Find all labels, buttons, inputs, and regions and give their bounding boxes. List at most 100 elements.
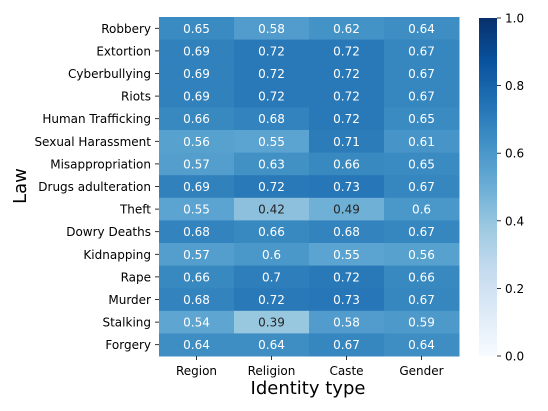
cell-value-label: 0.39 bbox=[258, 316, 285, 330]
cell-value-label: 0.72 bbox=[333, 90, 360, 104]
heatmap-cell bbox=[309, 220, 385, 244]
heatmap-cell bbox=[234, 152, 310, 176]
heatmap-cell bbox=[384, 152, 460, 176]
colorbar-tick-label: 0.2 bbox=[505, 282, 524, 296]
y-tick-label: Murder bbox=[108, 293, 151, 307]
cell-value-label: 0.55 bbox=[258, 135, 285, 149]
cell-value-label: 0.73 bbox=[333, 293, 360, 307]
heatmap-cell bbox=[309, 107, 385, 131]
cell-value-label: 0.56 bbox=[408, 248, 435, 262]
cell-value-label: 0.67 bbox=[408, 180, 435, 194]
heatmap-cell bbox=[234, 84, 310, 108]
heatmap-cell bbox=[159, 84, 235, 108]
heatmap-cell bbox=[159, 62, 235, 86]
heatmap-cell bbox=[159, 333, 235, 357]
heatmap-cell bbox=[384, 265, 460, 289]
heatmap-cell bbox=[384, 310, 460, 334]
cell-value-label: 0.68 bbox=[183, 225, 210, 239]
cell-value-label: 0.69 bbox=[183, 67, 210, 81]
cell-value-label: 0.72 bbox=[258, 180, 285, 194]
x-tick-label: Region bbox=[176, 364, 217, 378]
cell-value-label: 0.63 bbox=[258, 157, 285, 171]
y-tick-label: Extortion bbox=[96, 44, 151, 58]
heatmap-cell bbox=[159, 39, 235, 63]
heatmap-cell bbox=[159, 175, 235, 199]
cell-value-label: 0.67 bbox=[408, 225, 435, 239]
heatmap-cell bbox=[234, 310, 310, 334]
y-tick-label: Stalking bbox=[102, 316, 151, 330]
heatmap-cell bbox=[159, 310, 235, 334]
heatmap-cell bbox=[234, 17, 310, 41]
heatmap-cell bbox=[384, 243, 460, 267]
cell-value-label: 0.64 bbox=[408, 22, 435, 36]
heatmap-cell bbox=[234, 197, 310, 221]
heatmap-cell bbox=[309, 62, 385, 86]
y-tick-label: Riots bbox=[121, 90, 151, 104]
cell-value-label: 0.66 bbox=[183, 270, 210, 284]
x-tick-label: Religion bbox=[248, 364, 296, 378]
heatmap-cell bbox=[159, 220, 235, 244]
x-tick-labels: Region Religion Caste Gender bbox=[176, 356, 444, 378]
cell-value-label: 0.71 bbox=[333, 135, 360, 149]
colorbar-ticks: 0.0 0.2 0.4 0.6 0.8 1.0 bbox=[497, 12, 524, 364]
cell-value-label: 0.59 bbox=[408, 316, 435, 330]
cell-value-label: 0.72 bbox=[258, 44, 285, 58]
heatmap-cell bbox=[159, 17, 235, 41]
heatmap-cell bbox=[234, 243, 310, 267]
cell-value-label: 0.66 bbox=[183, 112, 210, 126]
y-tick-label: Human Trafficking bbox=[42, 112, 151, 126]
cell-value-label: 0.55 bbox=[183, 203, 210, 217]
colorbar-tick-label: 0.4 bbox=[505, 214, 524, 228]
heatmap-cell bbox=[234, 39, 310, 63]
cell-value-label: 0.66 bbox=[258, 225, 285, 239]
cell-value-label: 0.57 bbox=[183, 248, 210, 262]
heatmap-cell bbox=[159, 107, 235, 131]
heatmap-cell bbox=[159, 130, 235, 154]
heatmap-cell bbox=[234, 62, 310, 86]
cell-value-label: 0.67 bbox=[408, 44, 435, 58]
cell-value-label: 0.68 bbox=[258, 112, 285, 126]
cell-value-label: 0.6 bbox=[262, 248, 281, 262]
cell-value-label: 0.72 bbox=[333, 44, 360, 58]
heatmap-cell bbox=[234, 333, 310, 357]
cell-value-label: 0.54 bbox=[183, 316, 210, 330]
heatmap-cell bbox=[159, 243, 235, 267]
cell-value-label: 0.64 bbox=[258, 338, 285, 352]
cell-value-label: 0.65 bbox=[183, 22, 210, 36]
heatmap-cell bbox=[159, 197, 235, 221]
y-tick-label: Theft bbox=[119, 203, 151, 217]
heatmap-cell bbox=[309, 175, 385, 199]
cell-value-label: 0.66 bbox=[408, 270, 435, 284]
cell-value-label: 0.67 bbox=[333, 338, 360, 352]
y-tick-label: Dowry Deaths bbox=[66, 225, 151, 239]
y-tick-label: Robbery bbox=[101, 22, 151, 36]
y-tick-label: Rape bbox=[121, 270, 151, 284]
heatmap-cell bbox=[309, 17, 385, 41]
cell-value-label: 0.69 bbox=[183, 180, 210, 194]
heatmap-cell bbox=[384, 107, 460, 131]
heatmap-cell bbox=[384, 62, 460, 86]
cell-value-label: 0.72 bbox=[258, 293, 285, 307]
heatmap-cell bbox=[159, 152, 235, 176]
y-tick-label: Drugs adulteration bbox=[38, 180, 151, 194]
heatmap-cell bbox=[309, 333, 385, 357]
heatmap-cell bbox=[384, 288, 460, 312]
heatmap-cell bbox=[309, 197, 385, 221]
colorbar-tick-label: 1.0 bbox=[505, 12, 524, 26]
heatmap-cell bbox=[234, 175, 310, 199]
heatmap-cell bbox=[384, 130, 460, 154]
cell-value-label: 0.64 bbox=[183, 338, 210, 352]
cell-value-label: 0.72 bbox=[333, 112, 360, 126]
heatmap-cell bbox=[309, 130, 385, 154]
heatmap-cell bbox=[309, 243, 385, 267]
cell-value-label: 0.73 bbox=[333, 180, 360, 194]
cell-value-label: 0.72 bbox=[333, 270, 360, 284]
colorbar-tick-label: 0.0 bbox=[505, 350, 524, 364]
y-tick-label: Forgery bbox=[105, 338, 151, 352]
cell-value-label: 0.72 bbox=[333, 67, 360, 81]
cell-value-label: 0.64 bbox=[408, 338, 435, 352]
heatmap-cell bbox=[234, 265, 310, 289]
heatmap-cell bbox=[309, 265, 385, 289]
y-tick-labels: Robbery Extortion Cyberbullying Riots Human … bbox=[34, 22, 159, 352]
cell-value-label: 0.62 bbox=[333, 22, 360, 36]
